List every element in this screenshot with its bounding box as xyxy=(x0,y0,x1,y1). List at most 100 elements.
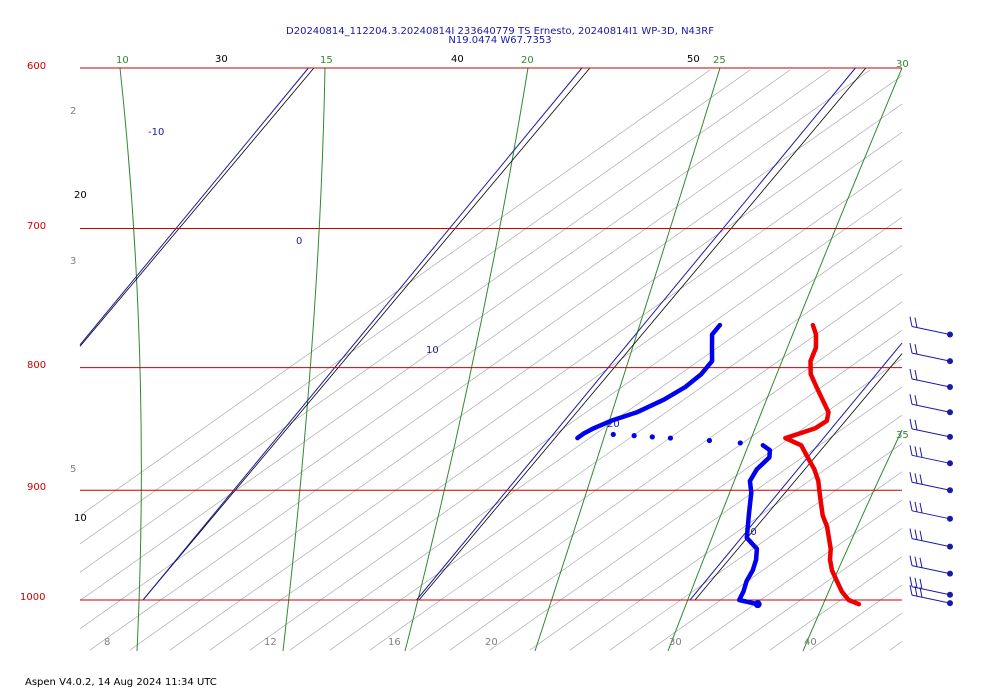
wind-barb-flag xyxy=(909,342,913,354)
wind-barb-station-dot xyxy=(947,433,953,440)
grid-labels: 600 700 800 900 1000 -10 0 10 20 30 30 4… xyxy=(20,54,909,648)
mixing-ratio-line xyxy=(649,471,903,651)
mixing-ratio-line xyxy=(289,216,903,651)
wind-barb-staff xyxy=(911,538,951,548)
wind-barb-flag xyxy=(909,585,913,596)
wind-barb-station-dot xyxy=(947,515,953,522)
dewpoint-point xyxy=(631,433,637,439)
wind-barb-flag xyxy=(919,447,923,458)
mixing-ratio-line xyxy=(729,528,903,651)
mixing-ratio-line xyxy=(79,69,791,573)
chart-subtitle: N19.0474 W67.7353 xyxy=(448,35,551,46)
wind-barb-flag xyxy=(914,529,918,540)
isotherm-label-10: 10 xyxy=(426,345,439,356)
moist-adiabat-label-35: 35 xyxy=(896,430,909,441)
dry-adiabat-line xyxy=(142,67,591,601)
wind-barb-flag xyxy=(919,578,923,589)
wind-barb xyxy=(909,342,953,365)
isobar-label-600: 600 xyxy=(27,61,46,72)
isobar-label-900: 900 xyxy=(27,482,46,493)
dewpoint-point xyxy=(737,440,743,446)
wind-barb xyxy=(909,528,953,550)
moist-adiabat-label-25: 25 xyxy=(713,55,726,66)
wind-barb-staff xyxy=(911,565,951,575)
wind-barb-flag xyxy=(909,445,913,456)
mixing-ratio-label-2: 2 xyxy=(70,106,76,117)
dry-adiabat-line xyxy=(418,67,867,601)
wind-barb-flag xyxy=(914,556,918,567)
dewpoint-point xyxy=(706,437,713,444)
wind-barb-flag xyxy=(919,502,923,514)
wind-barb-flag xyxy=(914,344,918,355)
moist-adiabat-line xyxy=(534,67,721,652)
wind-barb-flag xyxy=(909,528,913,539)
dry-adiabat-line xyxy=(694,353,903,601)
wind-barb-flag xyxy=(909,555,913,566)
wind-barb-staff xyxy=(911,352,951,362)
mixing-ratio-label-5: 5 xyxy=(70,464,76,475)
chart-title: D20240814_112204.3.20240814I 233640779 T… xyxy=(286,26,714,37)
dry-adiabat-label-10: 10 xyxy=(74,513,87,524)
wind-barb-station-dot xyxy=(947,487,953,494)
wind-barb-flag xyxy=(909,576,913,587)
isotherm-label-20: 20 xyxy=(607,419,620,430)
mixing-ratio-line xyxy=(329,245,903,651)
mixing-ratio-label-3: 3 xyxy=(70,256,76,267)
wind-barbs xyxy=(909,316,953,607)
mixing-ratio-line xyxy=(769,556,903,651)
mixing-ratio-line xyxy=(889,641,903,651)
wind-barb-staff xyxy=(911,510,951,520)
moist-adiabat-label-20: 20 xyxy=(521,55,534,66)
moist-adiabat-line xyxy=(282,67,326,652)
wind-barb-flag xyxy=(919,557,923,568)
wind-barb-flag xyxy=(914,577,918,588)
mixing-ratio-line xyxy=(409,301,903,651)
wind-barb xyxy=(909,500,953,522)
mixing-ratio-label-30: 30 xyxy=(669,637,682,648)
wind-barb xyxy=(909,585,953,607)
wind-barb xyxy=(909,368,953,390)
mixing-ratio-line xyxy=(129,103,903,651)
dewpoint-point xyxy=(667,435,674,441)
wind-barb-flag xyxy=(909,316,913,327)
wind-barb xyxy=(909,555,953,577)
dewpoint-profile-lower xyxy=(736,443,773,607)
wind-barb-staff xyxy=(911,594,951,604)
wind-barb-flag xyxy=(914,419,918,431)
wind-barb-flag xyxy=(914,446,918,457)
wind-barb-flag xyxy=(909,368,913,380)
dewpoint-surface-point xyxy=(753,600,762,609)
wind-barb-station-dot xyxy=(947,543,953,550)
isotherm-label-0: 0 xyxy=(296,236,302,247)
dewpoint-point xyxy=(649,434,655,440)
footer-version: Aspen V4.0.2, 14 Aug 2024 11:34 UTC xyxy=(25,677,217,688)
wind-barb-flag xyxy=(909,394,913,405)
dewpoint-point xyxy=(610,431,616,438)
mixing-ratio-label-12: 12 xyxy=(264,637,277,648)
dry-adiabat-label-20: 20 xyxy=(74,190,87,201)
isotherm-line xyxy=(79,67,309,346)
mixing-ratio-line xyxy=(79,69,711,516)
wind-barb-flag xyxy=(909,500,913,511)
dewpoint-profile-upper xyxy=(575,322,723,441)
mixing-ratio-line xyxy=(809,584,903,651)
mixing-ratio-line xyxy=(209,160,903,651)
wind-barb xyxy=(909,472,953,494)
mixing-ratio-line xyxy=(689,499,903,651)
wind-barb-staff xyxy=(911,378,951,388)
moist-adiabat-line xyxy=(667,67,903,652)
wind-barb-staff xyxy=(911,454,951,464)
moist-adiabat-line xyxy=(802,429,903,652)
mixing-ratio-line xyxy=(89,75,903,651)
mixing-ratio-line xyxy=(569,414,903,651)
wind-barb-station-dot xyxy=(947,409,953,416)
mixing-ratio-line xyxy=(169,131,903,651)
isotherm-line xyxy=(689,342,903,601)
mixing-ratio-line xyxy=(369,273,903,651)
wind-barb-flag xyxy=(919,474,923,485)
mixing-ratio-line xyxy=(79,69,751,545)
wind-barb-station-dot xyxy=(947,331,953,338)
wind-barb-staff xyxy=(911,428,951,438)
isobar-label-1000: 1000 xyxy=(20,592,45,603)
wind-barb-station-dot xyxy=(947,460,953,467)
